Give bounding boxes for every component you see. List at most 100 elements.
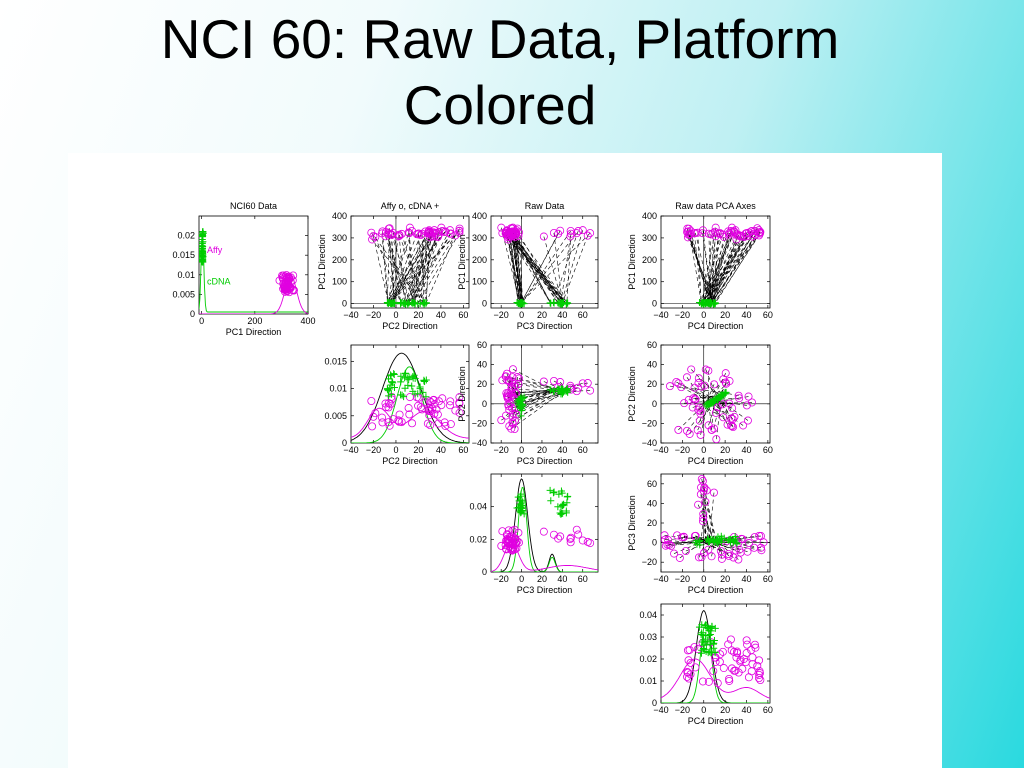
dashed-segment bbox=[711, 232, 714, 303]
y-tick-label: 0.01 bbox=[177, 270, 195, 280]
x-tick-label: 40 bbox=[557, 310, 567, 320]
affy-point bbox=[369, 412, 378, 421]
y-tick-label: 40 bbox=[647, 360, 657, 370]
x-tick-label: 0 bbox=[701, 445, 706, 455]
dashed-segment bbox=[711, 373, 726, 401]
chart-10: −40 −20 0 20 40 60 0 0.01 0.02 0.03 0.04 PC4 Direct… bbox=[639, 603, 773, 726]
y-tick-label: 0 bbox=[652, 299, 657, 309]
affy-point bbox=[718, 550, 727, 559]
dashed-segment bbox=[705, 541, 762, 551]
affy-point bbox=[675, 553, 684, 562]
affy-point bbox=[284, 272, 293, 281]
affy-point bbox=[730, 647, 739, 656]
x-axis-label: PC4 Direction bbox=[688, 321, 744, 331]
x-axis-label: PC4 Direction bbox=[688, 456, 744, 466]
cdna-point bbox=[517, 503, 525, 511]
x-tick-label: −40 bbox=[653, 445, 668, 455]
plot-content bbox=[199, 227, 308, 314]
x-tick-label: −20 bbox=[366, 310, 381, 320]
dashed-segment bbox=[706, 380, 730, 404]
y-tick-label: −20 bbox=[472, 418, 487, 428]
cdna-point bbox=[402, 369, 410, 377]
affy-point bbox=[395, 410, 404, 419]
x-tick-label: 0 bbox=[701, 574, 706, 584]
dashed-segment bbox=[507, 234, 562, 304]
affy-point bbox=[734, 668, 743, 677]
dashed-segment bbox=[401, 233, 424, 303]
cdna-point bbox=[706, 630, 714, 638]
cdna-point bbox=[722, 388, 730, 396]
cdna-point bbox=[518, 299, 526, 307]
y-tick-label: 0.04 bbox=[469, 502, 487, 512]
affy-point bbox=[697, 553, 706, 562]
affy-point bbox=[502, 226, 511, 235]
affy-point bbox=[747, 227, 756, 236]
dashed-segment bbox=[689, 234, 713, 304]
affy-point bbox=[505, 399, 514, 408]
affy-point bbox=[700, 483, 709, 492]
cdna-point bbox=[559, 298, 567, 306]
x-tick-label: −40 bbox=[653, 574, 668, 584]
affy-point bbox=[385, 421, 394, 430]
x-tick-label: 20 bbox=[537, 574, 547, 584]
affy-point bbox=[730, 228, 739, 237]
dashed-segment bbox=[392, 232, 410, 303]
dashed-segment bbox=[406, 232, 431, 303]
dashed-segment bbox=[398, 234, 405, 304]
affy-point bbox=[753, 224, 762, 233]
affy-point bbox=[699, 514, 708, 523]
annotation-label: cDNA bbox=[207, 277, 231, 287]
affy-point bbox=[384, 418, 393, 427]
affy-point bbox=[661, 535, 670, 544]
y-tick-label: 0.015 bbox=[172, 250, 195, 260]
affy-point bbox=[741, 658, 750, 667]
y-tick-label: 20 bbox=[647, 518, 657, 528]
affy-point bbox=[693, 228, 702, 237]
affy-point bbox=[414, 229, 423, 238]
affy-point bbox=[716, 229, 725, 238]
overall-density-curve bbox=[351, 352, 469, 443]
y-tick-label: 0.015 bbox=[324, 356, 347, 366]
y-axis-label: PC1 Direction bbox=[627, 234, 637, 290]
affy-point bbox=[509, 365, 518, 374]
affy-point bbox=[689, 394, 698, 403]
cdna-point bbox=[419, 388, 427, 396]
plot-content bbox=[491, 345, 598, 443]
y-tick-label: 100 bbox=[472, 277, 487, 287]
plot-frame bbox=[660, 473, 771, 573]
cdna-point bbox=[550, 387, 558, 395]
cdna-point bbox=[704, 399, 712, 407]
affy-point bbox=[425, 397, 434, 406]
affy-point bbox=[751, 643, 760, 652]
x-tick-label: 0 bbox=[393, 445, 398, 455]
cdna-point bbox=[564, 492, 572, 500]
dashed-segment bbox=[710, 236, 725, 304]
cdna-point bbox=[695, 298, 703, 306]
affy-point bbox=[736, 548, 745, 557]
affy-point bbox=[451, 406, 460, 415]
cdna-point bbox=[513, 504, 521, 512]
cdna-point bbox=[558, 489, 566, 497]
y-tick-label: −20 bbox=[642, 557, 657, 567]
cdna-point bbox=[409, 387, 417, 395]
affy-point bbox=[731, 546, 740, 555]
dashed-segment bbox=[705, 235, 748, 304]
cdna-point bbox=[398, 391, 406, 399]
dashed-segment bbox=[400, 236, 439, 303]
affy-point bbox=[753, 661, 762, 670]
dashed-segment bbox=[409, 233, 415, 303]
chart-3: −20 0 20 40 60 0 100 200 300 400 Raw Data PC3 Direc… bbox=[457, 201, 599, 331]
x-tick-label: 0 bbox=[701, 310, 706, 320]
chart-1: 0 200 400 0 0.005 0.01 0.015 0.02 NCI60 Data PC1 … bbox=[172, 201, 315, 337]
dashed-segment bbox=[512, 234, 551, 304]
dashed-segment bbox=[506, 391, 554, 394]
affy-point bbox=[404, 404, 413, 413]
affy-point bbox=[438, 394, 447, 403]
cdna-point bbox=[517, 412, 525, 420]
affy-point bbox=[728, 404, 737, 413]
figure-panel: 0 200 400 0 0.005 0.01 0.015 0.02 NCI60 Data PC1 … bbox=[68, 153, 942, 768]
affy-point bbox=[683, 667, 692, 676]
dashed-segment bbox=[708, 492, 715, 541]
y-axis-label: PC1 Direction bbox=[457, 234, 467, 290]
